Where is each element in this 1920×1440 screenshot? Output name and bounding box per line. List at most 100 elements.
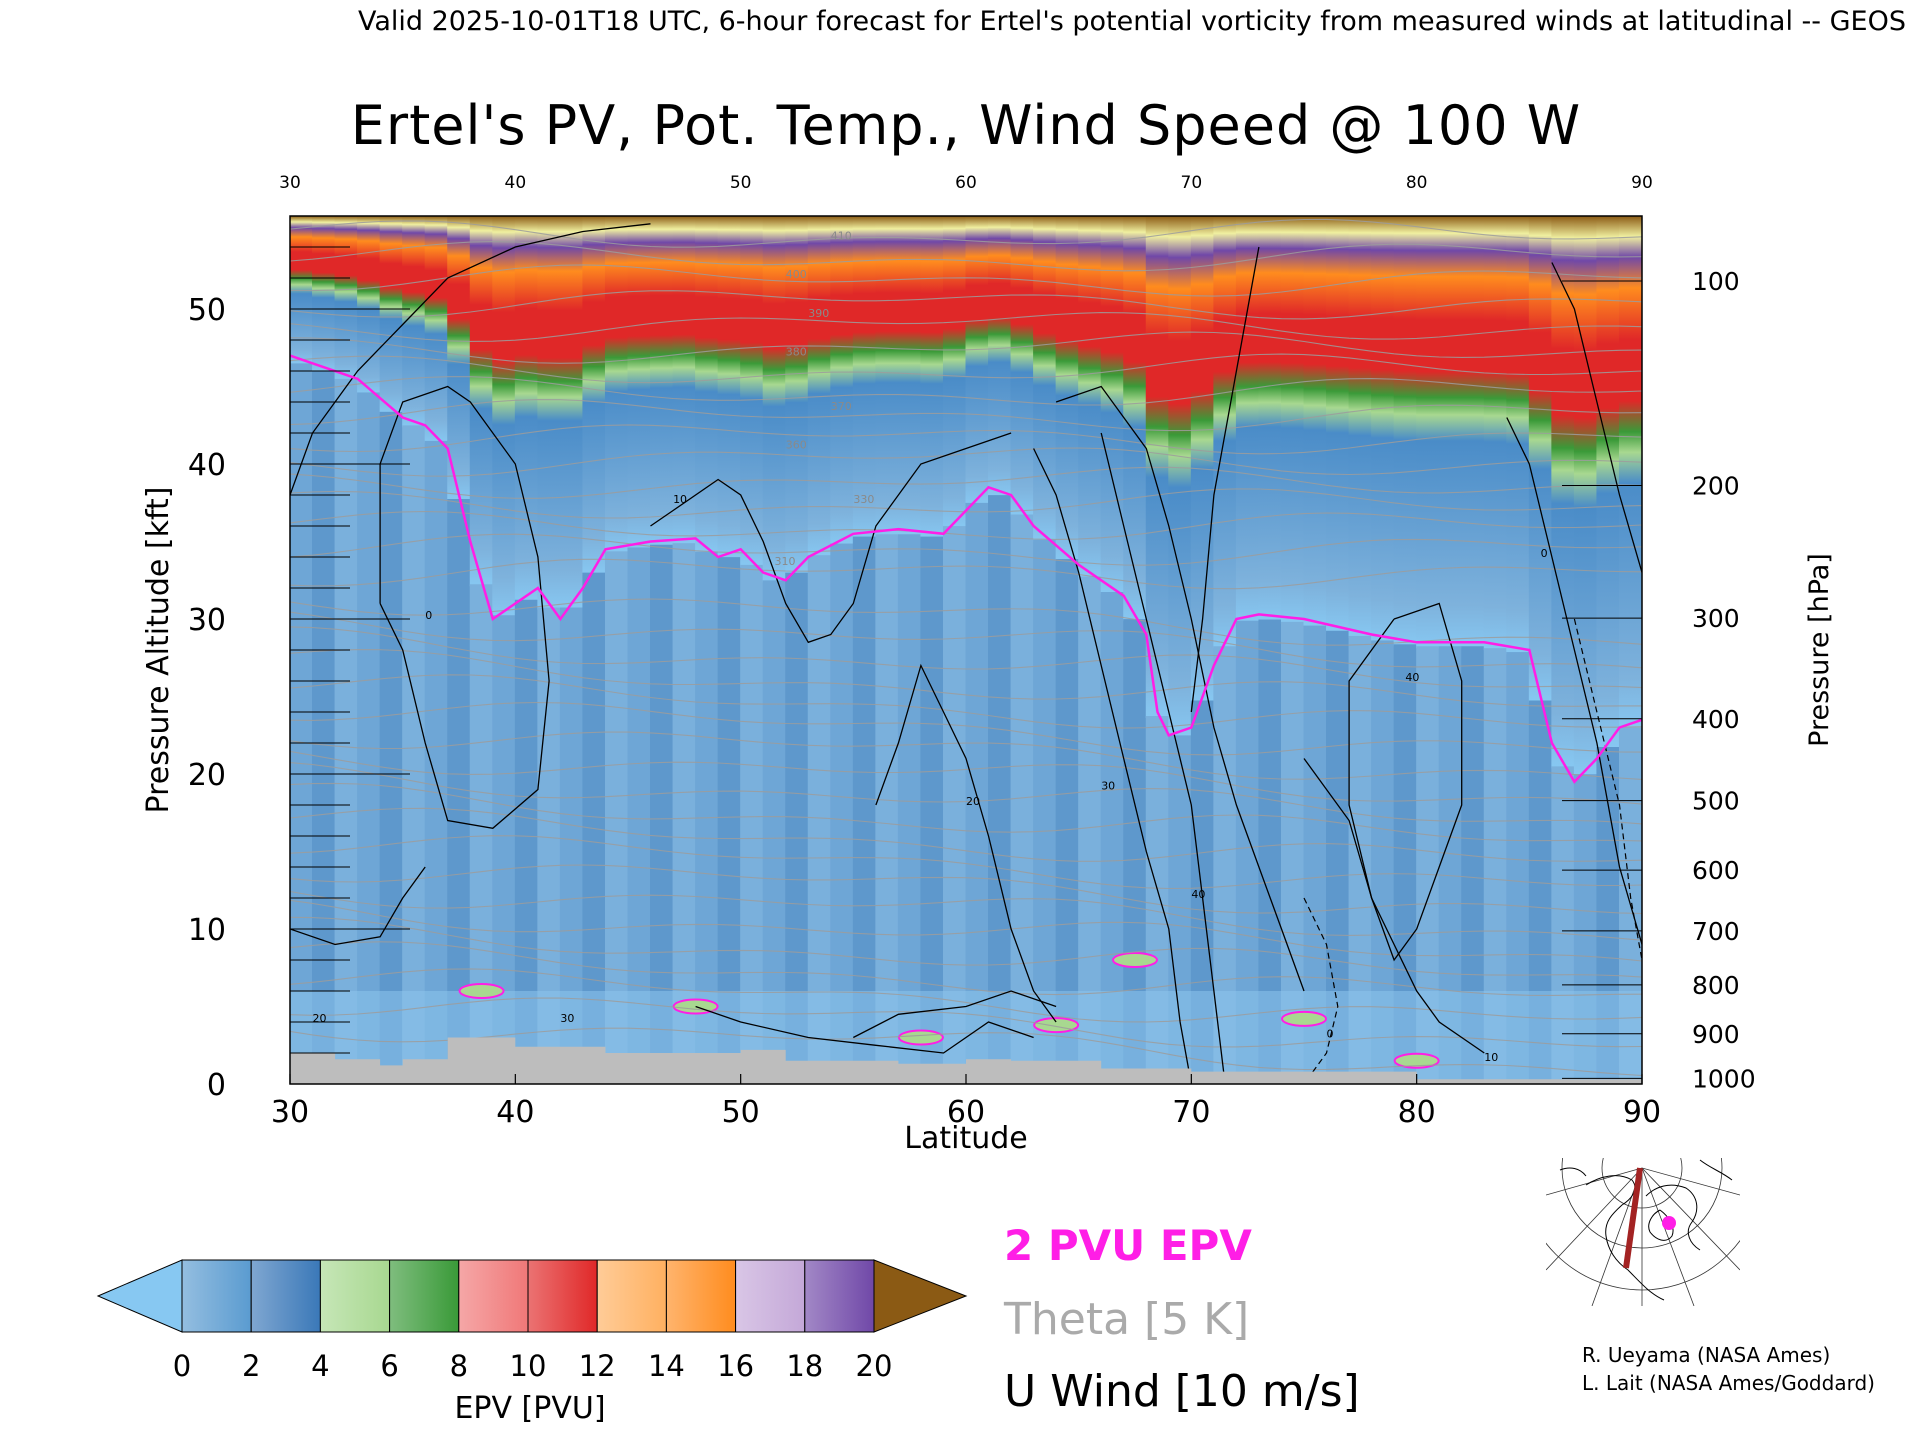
epv-column-strat xyxy=(1438,216,1463,649)
theta-contour xyxy=(290,762,1642,825)
theta-contour xyxy=(290,466,1642,499)
wind-contour xyxy=(290,223,651,496)
epv-column-strat xyxy=(312,216,336,374)
colorbar-tick-label: 0 xyxy=(173,1349,191,1383)
colorbar-tick-label: 20 xyxy=(856,1349,893,1383)
epv-column-strat xyxy=(988,216,1012,498)
pressure-tick-label: 600 xyxy=(1692,856,1740,885)
locator-map-section-line xyxy=(1623,1167,1643,1269)
theta-contour xyxy=(290,626,1642,689)
theta-contour xyxy=(290,731,1642,780)
x-tick-label: 50 xyxy=(722,1095,760,1130)
theta-contour xyxy=(290,649,1642,707)
colorbar-segment xyxy=(804,1259,875,1333)
epv-column-trop xyxy=(1326,630,1350,1084)
theta-contour xyxy=(290,241,1642,272)
x-tick-label: 90 xyxy=(1623,1095,1661,1130)
wind-contour-label: 10 xyxy=(673,493,687,506)
x-axis-label: Latitude xyxy=(904,1121,1027,1156)
colorbar: 0 2 4 6 8 10 12 14 16 18 20 EPV [PVU] xyxy=(96,1259,968,1426)
wind-contour xyxy=(1190,246,1260,713)
wind-contour-negative xyxy=(1303,897,1339,1084)
epv-column-trop xyxy=(740,564,764,1084)
epv-column-strat xyxy=(559,216,584,610)
colorbar-tick-label: 2 xyxy=(242,1349,260,1383)
epv-column-trop xyxy=(627,547,652,1084)
epv-field xyxy=(290,216,1642,1084)
epv-column-trop xyxy=(402,425,426,1084)
epv-column-trop xyxy=(1393,644,1418,1084)
epv-column-strat xyxy=(1596,216,1620,749)
top-tick-label: 50 xyxy=(730,173,752,193)
epv-column-strat xyxy=(1416,216,1440,649)
pressure-tick-label: 300 xyxy=(1692,604,1740,633)
epv-column-strat xyxy=(875,216,899,537)
wind-contour-label: 0 xyxy=(1327,1028,1334,1041)
colorbar-ticks: 0 2 4 6 8 10 12 14 16 18 20 xyxy=(173,1349,893,1383)
theta-contour xyxy=(290,264,1642,297)
y-axis-right-pressure: 100 200 300 400 500 600 700 800 900 1000 xyxy=(1562,267,1756,1093)
epv-column-strat xyxy=(1235,216,1260,623)
epv-column-strat xyxy=(740,216,764,567)
epv-column-trop xyxy=(1303,625,1328,1084)
theta-contour-label: 330 xyxy=(853,493,874,506)
theta-contour xyxy=(290,997,1642,1048)
colorbar-segment xyxy=(181,1259,252,1333)
y-tick-label: 10 xyxy=(188,913,226,948)
theta-contour xyxy=(290,916,1642,978)
theta-contour xyxy=(290,899,1642,962)
colorbar-tick-label: 6 xyxy=(380,1349,398,1383)
epv-column-trop xyxy=(650,544,674,1084)
colorbar-label: EPV [PVU] xyxy=(454,1391,605,1426)
wind-contour xyxy=(875,663,1057,1023)
epv-lowlevel-blob xyxy=(1393,1052,1440,1069)
pressure-tick-label: 400 xyxy=(1692,705,1740,734)
locator-map-frame xyxy=(1546,1158,1740,1306)
y-tick-label: 0 xyxy=(207,1068,226,1103)
epv-column-strat xyxy=(672,216,697,546)
colorbar-tick-label: 16 xyxy=(717,1349,754,1383)
epv-column-trop xyxy=(965,502,990,1084)
wind-contour-label: 40 xyxy=(1405,671,1419,684)
wind-contour xyxy=(1348,602,1463,962)
colorbar-tick-label: 4 xyxy=(311,1349,329,1383)
colorbar-tick-label: 12 xyxy=(579,1349,616,1383)
wind-contour-label: 30 xyxy=(560,1012,574,1025)
colorbar-under-arrow xyxy=(96,1259,183,1333)
theta-contour xyxy=(290,558,1642,590)
epv-column-trop xyxy=(1416,646,1440,1084)
theta-contour xyxy=(290,864,1642,915)
epv-column-strat xyxy=(830,216,854,546)
y-axis-label-right: Pressure [hPa] xyxy=(1804,553,1835,747)
top-tick-label: 80 xyxy=(1406,173,1428,193)
epv-column-strat xyxy=(717,216,742,560)
theta-contour xyxy=(290,1027,1642,1077)
theta-contour xyxy=(290,750,1642,805)
epv-column-trop xyxy=(717,557,742,1084)
epv-lowlevel-blob xyxy=(1281,1010,1327,1027)
wind-contour-label: 40 xyxy=(1191,888,1205,901)
colorbar-segment xyxy=(527,1259,598,1333)
epv-column-strat xyxy=(852,216,877,539)
wind-contour-label: 0 xyxy=(1541,547,1548,560)
epv-column-strat xyxy=(695,216,719,554)
epv-column-trop xyxy=(1371,640,1395,1084)
colorbar-tick-label: 8 xyxy=(450,1349,468,1383)
colorbar-tick-label: 10 xyxy=(510,1349,547,1383)
epv-column-trop xyxy=(469,584,494,1084)
top-tick-label: 60 xyxy=(955,173,977,193)
epv-column-strat xyxy=(807,216,832,558)
epv-column-strat xyxy=(1258,216,1282,622)
colorbar-segment xyxy=(389,1259,460,1333)
epv-column-strat xyxy=(785,216,809,575)
colorbar-segment xyxy=(319,1259,391,1333)
epv-column-strat xyxy=(469,216,494,587)
colorbar-over-arrow xyxy=(873,1259,968,1333)
top-tick-label: 70 xyxy=(1181,173,1203,193)
epv-column-trop xyxy=(988,495,1012,1084)
epv-column-strat xyxy=(942,216,967,529)
